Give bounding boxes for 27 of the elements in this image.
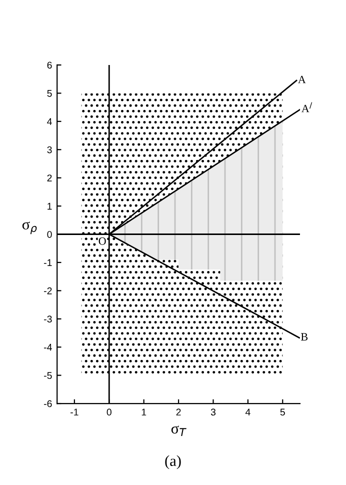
x-tick-label: 4 — [245, 408, 250, 416]
annotation: A — [298, 76, 306, 84]
y-tick-label: 4 — [47, 118, 52, 125]
y-tick-label: 2 — [47, 174, 52, 182]
y-tick-label: 5 — [47, 90, 52, 97]
annotation: B — [300, 333, 308, 340]
y-tick-label: 1 — [48, 202, 52, 210]
x-tick-label: 2 — [176, 408, 181, 416]
y-axis-title: σ$_{ρ}$ — [22, 222, 37, 234]
x-tick-label: 1 — [142, 408, 146, 416]
y-tick-label: -6 — [44, 400, 52, 408]
text: (a) — [165, 455, 181, 470]
x-axis-title: σ$_{T}$ — [171, 426, 186, 436]
annotation: O — [98, 237, 106, 245]
y-tick-label: 0 — [47, 230, 52, 238]
x-tick-label: -1 — [70, 408, 78, 416]
y-tick-label: -2 — [44, 287, 52, 294]
y-tick-label: -4 — [44, 344, 52, 351]
x-tick-label: 5 — [280, 408, 285, 416]
y-tick-label: -3 — [44, 316, 52, 323]
y-tick-label: 6 — [47, 62, 52, 69]
y-tick-label: -5 — [44, 372, 52, 379]
x-tick-label: 3 — [210, 408, 216, 416]
x-tick-label: 0 — [106, 408, 112, 416]
y-tick-label: 3 — [47, 146, 52, 154]
y-tick-label: -1 — [44, 259, 52, 266]
annotation: A$^{/}$ — [301, 102, 312, 112]
